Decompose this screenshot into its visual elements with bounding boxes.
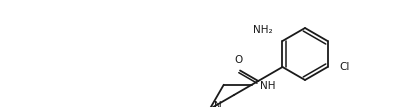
Text: NH: NH — [260, 81, 275, 91]
Text: Cl: Cl — [340, 62, 350, 72]
Text: NH₂: NH₂ — [253, 25, 273, 35]
Text: N: N — [214, 101, 222, 107]
Text: O: O — [234, 54, 242, 65]
